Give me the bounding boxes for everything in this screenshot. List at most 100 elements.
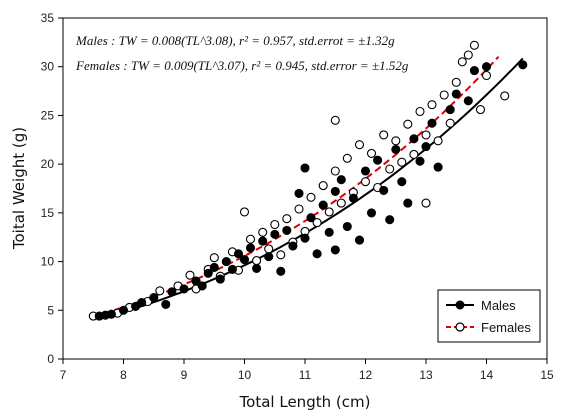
- male-point: [197, 281, 207, 291]
- y-axis-label: Toital Weight (g): [10, 127, 28, 250]
- female-point: [391, 136, 401, 146]
- male-point: [161, 299, 171, 309]
- y-tick-label: 5: [47, 303, 54, 317]
- male-point: [463, 96, 473, 106]
- female-point: [312, 218, 322, 228]
- male-point: [221, 257, 231, 267]
- male-point: [252, 263, 262, 273]
- female-point: [481, 70, 492, 81]
- male-point: [427, 118, 437, 128]
- annotation-males-equation: Males : TW = 0.008(TL^3.08), r² = 0.957,…: [75, 33, 395, 48]
- y-tick-label: 20: [41, 157, 55, 171]
- legend-females-label: Females: [481, 320, 531, 335]
- female-point: [239, 207, 250, 217]
- male-point: [469, 66, 479, 76]
- male-point: [106, 309, 116, 319]
- male-point: [342, 221, 352, 232]
- female-point: [252, 256, 262, 266]
- female-point: [403, 119, 413, 129]
- female-point: [445, 118, 455, 128]
- female-point: [366, 148, 377, 158]
- female-point: [354, 140, 365, 150]
- male-point: [233, 249, 244, 259]
- legend: Males Females: [437, 289, 541, 343]
- male-point: [397, 177, 407, 187]
- male-point: [373, 155, 383, 165]
- female-point: [421, 130, 431, 140]
- male-point: [306, 213, 316, 223]
- female-point: [421, 198, 431, 208]
- male-point: [294, 188, 304, 198]
- data-points: [88, 40, 528, 321]
- male-point: [137, 297, 147, 308]
- male-point: [421, 142, 431, 152]
- male-point: [354, 235, 365, 245]
- female-point: [433, 136, 443, 146]
- annotation-females-equation: Females : TW = 0.009(TL^3.07), r² = 0.94…: [75, 58, 409, 73]
- male-point: [312, 249, 322, 259]
- male-point: [264, 252, 274, 262]
- female-point: [276, 250, 286, 260]
- male-point: [366, 208, 377, 218]
- male-point: [300, 233, 310, 243]
- male-point: [239, 255, 250, 265]
- female-point: [209, 253, 219, 263]
- male-point: [276, 266, 286, 276]
- male-point: [118, 305, 129, 315]
- male-point: [203, 268, 213, 278]
- y-tick-label: 0: [47, 352, 54, 366]
- female-point: [427, 100, 437, 110]
- female-point: [397, 157, 407, 167]
- male-point: [348, 193, 358, 203]
- female-point: [457, 57, 467, 67]
- male-point: [300, 163, 310, 173]
- male-point: [209, 262, 219, 272]
- female-point: [415, 106, 425, 117]
- legend-males-marker: [455, 300, 465, 310]
- male-point: [403, 198, 413, 208]
- male-point: [451, 89, 461, 99]
- female-point: [306, 192, 316, 202]
- male-point: [409, 134, 419, 144]
- x-tick-label: 8: [120, 368, 127, 382]
- male-point: [245, 243, 256, 253]
- male-point: [288, 241, 298, 251]
- x-tick-label: 11: [299, 368, 312, 382]
- male-point: [227, 264, 237, 274]
- male-point: [282, 225, 292, 235]
- male-point: [270, 229, 280, 239]
- male-point: [149, 293, 159, 303]
- x-tick-label: 9: [181, 368, 188, 382]
- female-point: [336, 198, 346, 208]
- female-point: [318, 181, 328, 191]
- female-point: [330, 115, 340, 125]
- male-point: [433, 162, 443, 172]
- female-point: [439, 90, 449, 100]
- male-point: [324, 227, 334, 237]
- female-point: [324, 207, 334, 217]
- female-point: [330, 166, 340, 176]
- male-point: [360, 166, 371, 176]
- female-point: [185, 270, 195, 280]
- female-point: [409, 149, 419, 159]
- y-tick-label: 25: [41, 108, 55, 122]
- male-point: [258, 236, 268, 246]
- female-point: [469, 40, 479, 50]
- female-point: [475, 105, 486, 115]
- female-point: [451, 77, 461, 87]
- female-point: [155, 286, 165, 296]
- female-point: [463, 50, 473, 60]
- female-point: [258, 227, 268, 237]
- male-point: [415, 156, 425, 166]
- y-tick-label: 15: [41, 206, 55, 220]
- female-point: [500, 91, 510, 101]
- axis-ticks: 7 8 9 10 11 12 13 14 15 0 5 10 15 20 25 30 35: [41, 11, 554, 382]
- legend-females-marker: [455, 322, 465, 332]
- x-tick-label: 7: [60, 368, 67, 382]
- y-tick-label: 35: [41, 11, 55, 25]
- legend-box: [437, 289, 541, 343]
- male-point: [318, 200, 328, 210]
- female-point: [379, 130, 389, 140]
- x-tick-label: 15: [540, 368, 554, 382]
